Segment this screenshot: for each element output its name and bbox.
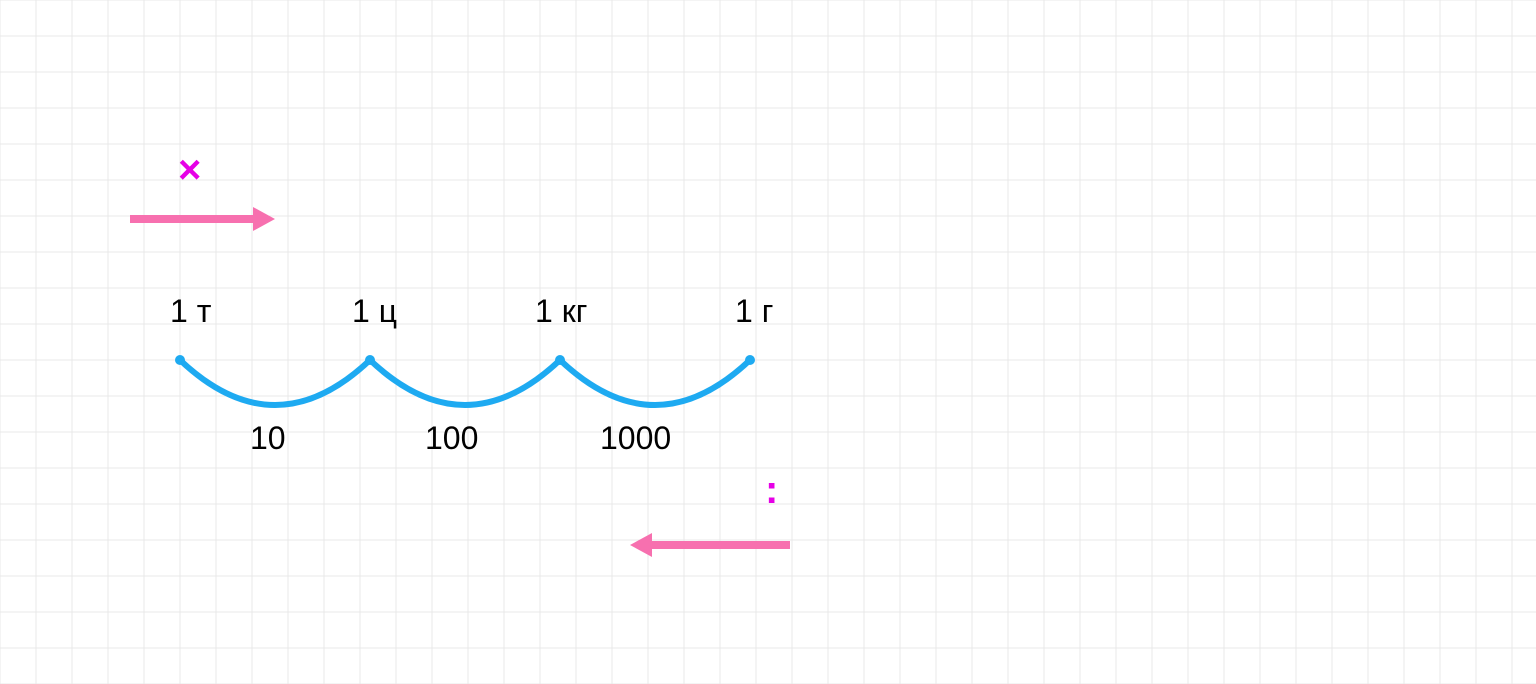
multiply-symbol: × <box>178 148 201 193</box>
unit-label-g: 1 г <box>735 293 773 330</box>
divide-symbol: : <box>765 468 778 513</box>
arrow-layer <box>0 0 1536 684</box>
unit-label-ts: 1 ц <box>352 293 397 330</box>
factor-label-0: 10 <box>250 420 286 457</box>
unit-label-t: 1 т <box>170 293 211 330</box>
factor-label-1: 100 <box>425 420 478 457</box>
unit-label-kg: 1 кг <box>535 293 587 330</box>
diagram-stage: 1 т 1 ц 1 кг 1 г 10 100 1000 × : <box>0 0 1536 684</box>
factor-label-2: 1000 <box>600 420 671 457</box>
